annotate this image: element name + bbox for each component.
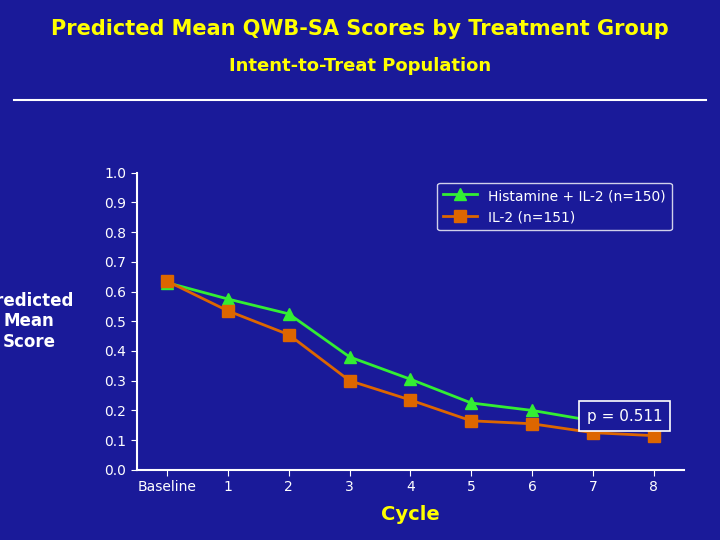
- Legend: Histamine + IL-2 (n=150), IL-2 (n=151): Histamine + IL-2 (n=150), IL-2 (n=151): [437, 183, 672, 231]
- Text: Intent-to-Treat Population: Intent-to-Treat Population: [229, 57, 491, 75]
- Text: p = 0.511: p = 0.511: [587, 409, 662, 424]
- Text: Predicted Mean QWB-SA Scores by Treatment Group: Predicted Mean QWB-SA Scores by Treatmen…: [51, 19, 669, 39]
- X-axis label: Cycle: Cycle: [381, 505, 440, 524]
- Text: Predicted
Mean
Score: Predicted Mean Score: [0, 292, 74, 351]
